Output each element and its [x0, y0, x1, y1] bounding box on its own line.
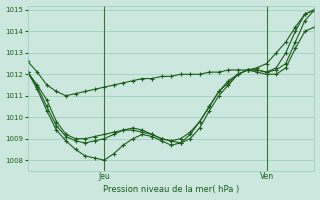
X-axis label: Pression niveau de la mer( hPa ): Pression niveau de la mer( hPa ): [103, 185, 239, 194]
